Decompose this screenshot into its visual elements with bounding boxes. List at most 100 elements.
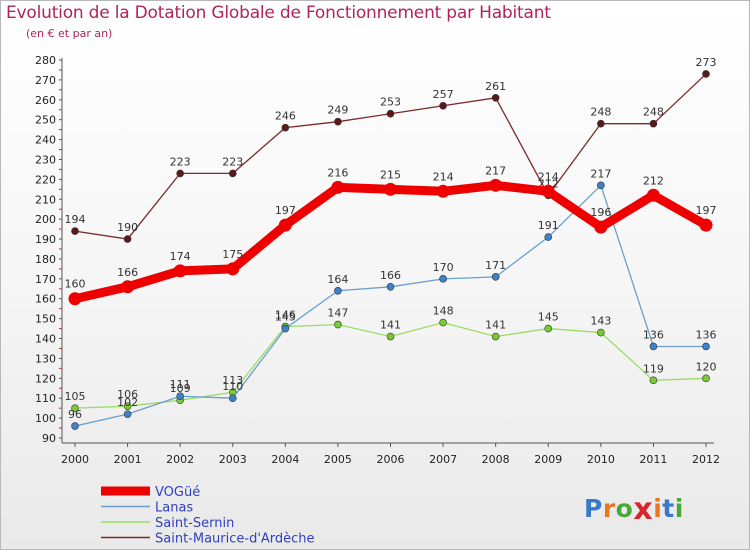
data-point: [491, 94, 500, 102]
data-label: 170: [433, 261, 454, 274]
x-tick-label: 2007: [429, 453, 457, 466]
data-point: [281, 123, 290, 132]
x-tick-label: 2004: [271, 453, 299, 466]
data-label: 273: [696, 56, 717, 69]
data-label: 148: [433, 305, 454, 318]
data-point: [71, 227, 79, 235]
y-tick-label: 180: [35, 253, 56, 266]
legend-label: VOGüé: [155, 485, 200, 500]
data-label: 160: [65, 278, 86, 291]
data-point: [123, 410, 132, 418]
x-tick-label: 2005: [324, 453, 352, 466]
data-point: [228, 169, 237, 178]
data-point: [334, 320, 342, 329]
data-label: 197: [275, 204, 296, 217]
data-point: [649, 119, 658, 128]
x-tick-label: 2010: [587, 453, 615, 466]
y-tick-label: 120: [35, 372, 56, 385]
x-tick-label: 2008: [482, 453, 510, 466]
y-tick-label: 210: [35, 193, 56, 206]
data-point: [597, 328, 605, 337]
y-tick-label: 240: [35, 134, 56, 147]
x-tick-label: 2009: [534, 453, 562, 466]
data-point: [228, 394, 237, 403]
data-point: [594, 220, 608, 234]
legend-label: Saint-Maurice-d'Ardèche: [155, 532, 315, 547]
data-label: 145: [275, 311, 296, 324]
y-tick-label: 250: [35, 114, 56, 127]
data-label: 253: [380, 96, 401, 109]
data-label: 120: [696, 360, 717, 373]
y-tick-label: 230: [35, 153, 56, 166]
data-label: 102: [117, 396, 138, 409]
data-point: [226, 262, 240, 276]
data-label: 261: [485, 80, 506, 93]
data-point: [646, 188, 660, 202]
proxiti-logo: Proxiti: [584, 490, 684, 527]
data-label: 217: [485, 164, 506, 177]
data-point: [699, 218, 713, 232]
data-point: [334, 117, 342, 126]
data-label: 191: [538, 219, 559, 232]
data-label: 190: [117, 221, 138, 234]
data-point: [702, 70, 710, 78]
data-label: 143: [590, 315, 611, 328]
data-point: [439, 101, 447, 110]
data-point: [439, 318, 447, 327]
data-point: [176, 169, 184, 178]
data-label: 248: [590, 106, 611, 119]
data-label: 105: [65, 390, 86, 403]
data-label: 249: [327, 104, 348, 117]
data-point: [176, 392, 184, 401]
data-point: [121, 280, 135, 294]
x-tick-label: 2002: [166, 453, 194, 466]
data-label: 119: [643, 362, 664, 375]
data-point: [436, 184, 450, 198]
data-label: 197: [696, 204, 717, 217]
chart-title: Evolution de la Dotation Globale de Fonc…: [6, 3, 551, 23]
data-point: [544, 233, 553, 241]
y-tick-label: 130: [35, 352, 56, 365]
y-tick-label: 260: [35, 94, 56, 107]
data-label: 166: [117, 266, 138, 279]
x-tick-label: 2012: [692, 453, 720, 466]
data-label: 106: [117, 388, 138, 401]
data-label: 136: [643, 328, 664, 341]
data-label: 113: [222, 374, 243, 387]
data-point: [597, 119, 605, 128]
y-tick-label: 110: [35, 392, 56, 405]
x-tick-label: 2000: [61, 453, 89, 466]
data-point: [384, 182, 397, 196]
data-point: [123, 402, 132, 410]
data-label: 146: [275, 309, 296, 322]
series-vog-: 160 166 174 175 197 216 215 214 217 214 196 212 197: [65, 164, 717, 306]
legend-label: Lanas: [155, 501, 193, 516]
data-label: 212: [643, 174, 664, 187]
data-point: [334, 286, 342, 295]
data-point: [702, 342, 710, 351]
y-tick-label: 280: [35, 54, 56, 67]
legend-label: Saint-Sernin: [155, 516, 234, 531]
data-label: 166: [380, 269, 401, 282]
data-point: [649, 376, 658, 385]
series-saint-maurice-d-ard-che: 194 190 223 223 246 249 253 257 261 212 248 248 273: [65, 56, 717, 243]
y-tick-label: 270: [35, 74, 56, 87]
logo-letter: i: [653, 494, 663, 523]
data-point: [123, 235, 132, 243]
data-label: 147: [327, 307, 348, 320]
data-label: 171: [485, 259, 506, 272]
data-label: 215: [380, 168, 401, 181]
data-label: 257: [433, 88, 454, 101]
logo-letter: o: [615, 494, 634, 523]
data-label: 214: [433, 170, 454, 183]
data-label: 111: [170, 378, 191, 391]
data-label: 141: [380, 319, 401, 332]
data-point: [544, 324, 553, 333]
data-label: 164: [327, 273, 348, 286]
data-point: [597, 181, 605, 190]
data-point: [649, 342, 658, 351]
data-label: 223: [170, 155, 191, 168]
x-tick-label: 2001: [114, 453, 142, 466]
y-tick-label: 170: [35, 273, 56, 286]
